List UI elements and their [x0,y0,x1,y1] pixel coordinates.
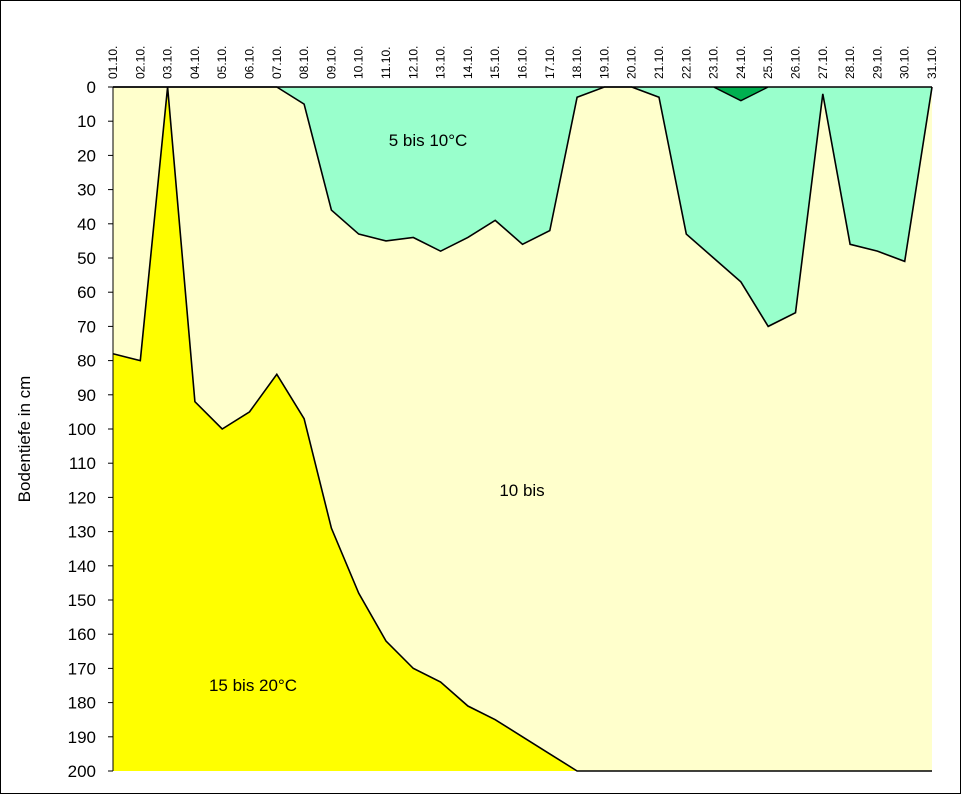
x-tick-label: 03.10. [161,46,175,79]
y-tick-label: 190 [68,728,96,747]
x-tick-label: 23.10. [707,46,721,79]
x-tick-label: 18.10. [570,46,584,79]
y-tick-label: 110 [69,454,96,473]
x-tick-label: 31.10. [925,46,939,79]
y-tick-label: 50 [77,249,96,268]
y-tick-label: 140 [68,557,96,576]
x-tick-label: 30.10. [898,46,912,79]
x-tick-label: 29.10. [870,46,884,79]
y-axis-title: Bodentiefe in cm [15,376,34,503]
y-tick-label: 170 [68,659,96,678]
x-tick-label: 14.10. [461,46,475,79]
x-tick-label: 08.10. [297,46,311,79]
y-tick-label: 180 [68,694,96,713]
y-tick-label: 0 [87,78,96,97]
x-tick-label: 09.10. [324,46,338,79]
y-tick-label: 10 [77,112,96,131]
y-tick-label: 130 [68,523,96,542]
y-tick-label: 200 [68,762,96,781]
y-tick-label: 40 [77,215,96,234]
x-tick-label: 21.10. [652,46,666,79]
y-tick-label: 60 [77,283,96,302]
y-tick-label: 30 [77,181,96,200]
x-tick-label: 17.10. [543,46,557,79]
x-tick-label: 27.10. [816,46,830,79]
y-tick-label: 100 [68,420,96,439]
y-tick-label: 80 [77,352,96,371]
x-tick-label: 20.10. [625,46,639,79]
x-tick-label: 01.10. [106,46,120,79]
x-tick-label: 28.10. [843,46,857,79]
x-tick-label: 07.10. [270,46,284,79]
x-tick-label: 26.10. [789,46,803,79]
x-tick-label: 06.10. [243,46,257,79]
area-15-20 [113,87,932,771]
area-label-15-20: 15 bis 20°C [209,676,297,695]
x-tick-label: 15.10. [488,46,502,79]
area-label-5-10: 5 bis 10°C [389,131,468,150]
y-tick-label: 150 [68,591,96,610]
x-tick-label: 13.10. [434,46,448,79]
x-tick-label: 02.10. [133,46,147,79]
x-tick-label: 11.10. [379,47,393,79]
y-tick-label: 120 [68,488,96,507]
y-tick-label: 20 [77,146,96,165]
x-tick-label: 22.10. [679,46,693,79]
area-0-5 [113,86,932,102]
y-tick-label: 160 [68,625,96,644]
x-tick-label: 24.10. [734,46,748,79]
x-tick-label: 05.10. [215,46,229,79]
x-tick-label: 04.10. [188,46,202,79]
x-tick-label: 12.10. [406,46,420,79]
x-tick-label: 10.10. [352,46,366,79]
boundary-line-15 [112,86,932,772]
y-tick-label: 90 [77,386,96,405]
y-tick-label: 70 [77,317,96,336]
x-tick-label: 16.10. [516,46,530,79]
area-5-10 [113,87,932,327]
x-tick-label: 25.10. [761,46,775,79]
x-tick-label: 19.10. [597,46,611,79]
area-label-10: 10 bis [499,481,544,500]
